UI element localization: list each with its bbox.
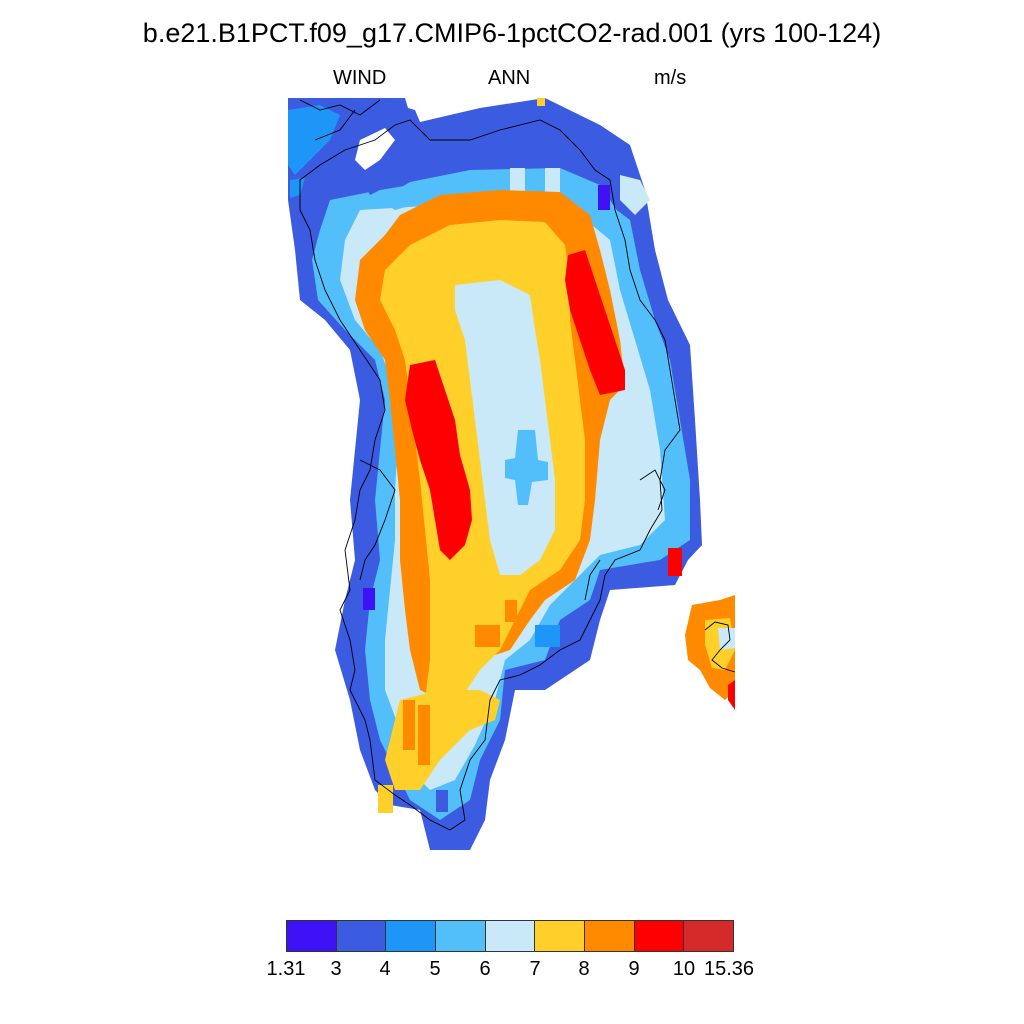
north-gap-white <box>355 98 420 170</box>
colorbar-tick: 7 <box>529 958 541 980</box>
plot-title: b.e21.B1PCT.f09_g17.CMIP6-1pctCO2-rad.00… <box>142 18 882 48</box>
colorbar-tick: 10 <box>672 958 696 980</box>
colorbar-swatch-1 <box>287 921 337 951</box>
colorbar-swatch-4 <box>436 921 486 951</box>
arc-pale-cells <box>510 168 650 215</box>
variable-label: WIND <box>333 67 387 89</box>
arc-violet-cell <box>598 185 610 210</box>
colorbar-tick: 3 <box>330 958 342 980</box>
colorbar-tick: 6 <box>479 958 491 980</box>
colorbar-tick: 8 <box>578 958 590 980</box>
coastline-main <box>299 119 681 831</box>
south-tip-yellow <box>378 785 393 813</box>
core-blue-spot <box>505 430 548 505</box>
interior-high-speed <box>355 190 682 813</box>
east-edge-red <box>668 548 682 576</box>
colorbar-ticks: 1.31 3 4 5 6 7 8 9 10 15.36 <box>0 958 1024 988</box>
south-orange-cell-b <box>505 600 517 622</box>
island-pale <box>718 628 735 650</box>
colorbar-tick: 4 <box>379 958 391 980</box>
northwest-lightblue <box>288 105 340 198</box>
colorbar-swatch-8 <box>634 921 685 951</box>
colorbar-swatch-2 <box>336 921 387 951</box>
colorbar-swatch-5 <box>485 921 536 951</box>
southern-orange-strip-b <box>403 700 415 750</box>
south-blue-cell-a <box>535 625 560 647</box>
north-tip-yellow <box>537 98 545 106</box>
pale-core <box>455 280 555 575</box>
season-label: ANN <box>488 67 531 89</box>
colorbar-tick: 15.36 <box>703 958 755 980</box>
coastline <box>299 99 736 831</box>
colorbar-tick: 1.31 <box>266 958 306 980</box>
island-red <box>728 680 735 710</box>
east-island <box>685 595 735 710</box>
south-violet-cell <box>363 588 375 610</box>
red-west-ridge <box>405 360 472 560</box>
colorbar <box>286 920 734 952</box>
southern-orange-strip-a <box>418 705 430 765</box>
colorbar-tick: 5 <box>429 958 441 980</box>
south-orange-cell-a <box>475 625 500 647</box>
red-east-ridge <box>565 250 625 395</box>
units-label: m/s <box>654 67 687 89</box>
colorbar-swatch-7 <box>585 921 635 951</box>
colorbar-swatch-6 <box>535 921 586 951</box>
colorbar-swatch-9 <box>684 921 734 951</box>
south-tip-violet <box>436 790 448 812</box>
coastline-island <box>704 621 736 673</box>
colorbar-tick: 9 <box>628 958 640 980</box>
coastline-inner-fjords <box>299 99 666 601</box>
colorbar-swatch-3 <box>386 921 437 951</box>
